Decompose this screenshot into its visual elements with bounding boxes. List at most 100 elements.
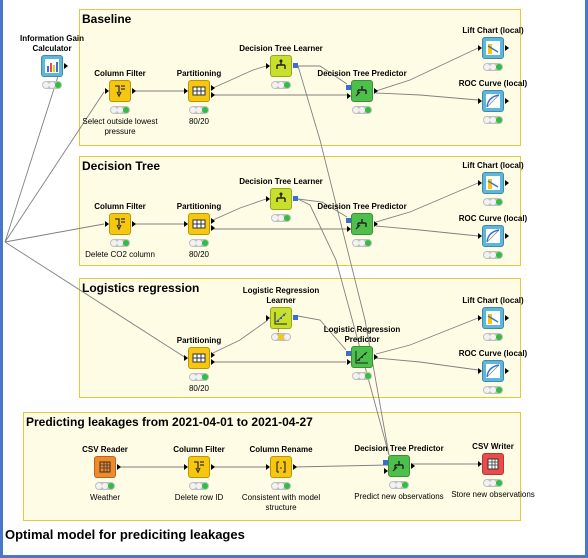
- node-baseline-lift-chart[interactable]: Lift Chart (local): [462, 26, 524, 71]
- input-port[interactable]: [478, 368, 482, 374]
- annotation-logistics-regression[interactable]: Logistics regression: [79, 278, 521, 398]
- output-port[interactable]: [505, 315, 509, 321]
- input-port[interactable]: [478, 98, 482, 104]
- node-icon[interactable]: [351, 213, 373, 235]
- output-port[interactable]: [211, 352, 215, 358]
- input-port[interactable]: [478, 233, 482, 239]
- node-dt-roc-curve[interactable]: ROC Curve (local): [459, 214, 527, 259]
- input-port[interactable]: [478, 180, 482, 186]
- input-port[interactable]: [384, 468, 388, 474]
- output-port[interactable]: [117, 464, 121, 470]
- node-p-column-rename[interactable]: Column Rename Consistent with model stru…: [242, 445, 320, 512]
- node-icon[interactable]: [188, 347, 210, 369]
- node-p-column-filter[interactable]: Column Filter Delete row ID: [173, 445, 225, 502]
- input-port[interactable]: [478, 315, 482, 321]
- input-port[interactable]: [478, 461, 482, 467]
- node-icon[interactable]: [482, 360, 504, 382]
- node-baseline-column-filter[interactable]: Column Filter Select outside lowest pres…: [82, 69, 157, 136]
- output-port[interactable]: [374, 88, 378, 94]
- annotation-baseline[interactable]: Baseline: [79, 9, 521, 146]
- node-p-decision-tree-predictor[interactable]: Decision Tree Predictor Predict new obse…: [354, 444, 443, 501]
- input-port[interactable]: [184, 221, 188, 227]
- output-port[interactable]: [374, 221, 378, 227]
- node-icon[interactable]: [109, 213, 131, 235]
- node-icon[interactable]: [388, 455, 410, 477]
- node-baseline-decision-tree-predictor[interactable]: Decision Tree Predictor: [317, 69, 407, 114]
- node-p-csv-reader[interactable]: CSV Reader Weather: [82, 445, 128, 502]
- node-icon[interactable]: [351, 80, 373, 102]
- node-icon[interactable]: [270, 456, 292, 478]
- node-lr-partitioning[interactable]: Partitioning 80/20: [177, 336, 221, 393]
- input-port[interactable]: [105, 221, 109, 227]
- output-port[interactable]: [211, 92, 215, 98]
- node-lr-logistic-regression-learner[interactable]: Logistic Regression Learner !: [243, 286, 319, 341]
- node-p-csv-writer[interactable]: CSV Writer Store new observations: [451, 442, 535, 499]
- node-dt-partitioning[interactable]: Partitioning 80/20: [177, 202, 221, 259]
- node-icon[interactable]: [482, 90, 504, 112]
- node-baseline-roc-curve[interactable]: ROC Curve (local): [459, 79, 527, 124]
- output-port[interactable]: [505, 233, 509, 239]
- node-icon[interactable]: [270, 307, 292, 329]
- input-port[interactable]: [266, 464, 270, 470]
- output-port[interactable]: [411, 463, 415, 469]
- annotation-decision-tree[interactable]: Decision Tree: [79, 156, 521, 266]
- node-lr-lift-chart[interactable]: Lift Chart (local): [462, 296, 524, 341]
- input-port[interactable]: [347, 359, 351, 365]
- node-icon[interactable]: [482, 37, 504, 59]
- output-port[interactable]: [211, 464, 215, 470]
- output-port[interactable]: [293, 464, 297, 470]
- output-port[interactable]: [505, 98, 509, 104]
- node-icon[interactable]: [94, 456, 116, 478]
- node-lr-roc-curve[interactable]: ROC Curve (local): [459, 349, 527, 394]
- node-icon[interactable]: [270, 55, 292, 77]
- model-input-port[interactable]: [346, 351, 351, 356]
- input-port[interactable]: [266, 63, 270, 69]
- output-port[interactable]: [64, 63, 68, 69]
- output-port[interactable]: [374, 354, 378, 360]
- input-port[interactable]: [184, 88, 188, 94]
- node-icon[interactable]: [482, 172, 504, 194]
- node-baseline-decision-tree-learner[interactable]: Decision Tree Learner: [239, 44, 323, 89]
- node-icon[interactable]: [482, 307, 504, 329]
- output-port[interactable]: [132, 221, 136, 227]
- node-dt-column-filter[interactable]: Column Filter Delete CO2 column: [85, 202, 155, 259]
- input-port[interactable]: [478, 45, 482, 51]
- node-icon[interactable]: [109, 80, 131, 102]
- input-port[interactable]: [347, 226, 351, 232]
- input-port[interactable]: [184, 464, 188, 470]
- model-input-port[interactable]: [346, 218, 351, 223]
- output-port[interactable]: [211, 85, 215, 91]
- model-input-port[interactable]: [346, 85, 351, 90]
- node-icon[interactable]: [188, 456, 210, 478]
- node-icon[interactable]: [270, 188, 292, 210]
- output-port[interactable]: [211, 359, 215, 365]
- node-dt-decision-tree-learner[interactable]: Decision Tree Learner: [239, 177, 323, 222]
- output-port[interactable]: [505, 45, 509, 51]
- node-baseline-partitioning[interactable]: Partitioning 80/20: [177, 69, 221, 126]
- output-port[interactable]: [211, 218, 215, 224]
- node-icon[interactable]: [188, 213, 210, 235]
- node-lr-logistic-regression-predictor[interactable]: Logistic Regression Predictor: [324, 325, 400, 380]
- output-port[interactable]: [211, 225, 215, 231]
- node-icon[interactable]: [188, 80, 210, 102]
- input-port[interactable]: [105, 88, 109, 94]
- node-icon[interactable]: [482, 225, 504, 247]
- output-port[interactable]: [505, 368, 509, 374]
- output-port[interactable]: [505, 180, 509, 186]
- node-icon[interactable]: [41, 55, 63, 77]
- node-dt-lift-chart[interactable]: Lift Chart (local): [462, 161, 524, 206]
- input-port[interactable]: [347, 93, 351, 99]
- input-port[interactable]: [184, 355, 188, 361]
- input-port[interactable]: [266, 315, 270, 321]
- node-icon[interactable]: [351, 346, 373, 368]
- model-input-port[interactable]: [383, 460, 388, 465]
- model-output-port[interactable]: [293, 63, 298, 68]
- model-output-port[interactable]: [293, 196, 298, 201]
- model-output-port[interactable]: [293, 315, 298, 320]
- node-status-traffic-light: [483, 116, 503, 124]
- output-port[interactable]: [132, 88, 136, 94]
- node-dt-decision-tree-predictor[interactable]: Decision Tree Predictor: [317, 202, 407, 247]
- input-port[interactable]: [266, 196, 270, 202]
- node-information-gain-calculator[interactable]: Information Gain Calculator: [20, 34, 84, 89]
- node-icon[interactable]: [482, 453, 504, 475]
